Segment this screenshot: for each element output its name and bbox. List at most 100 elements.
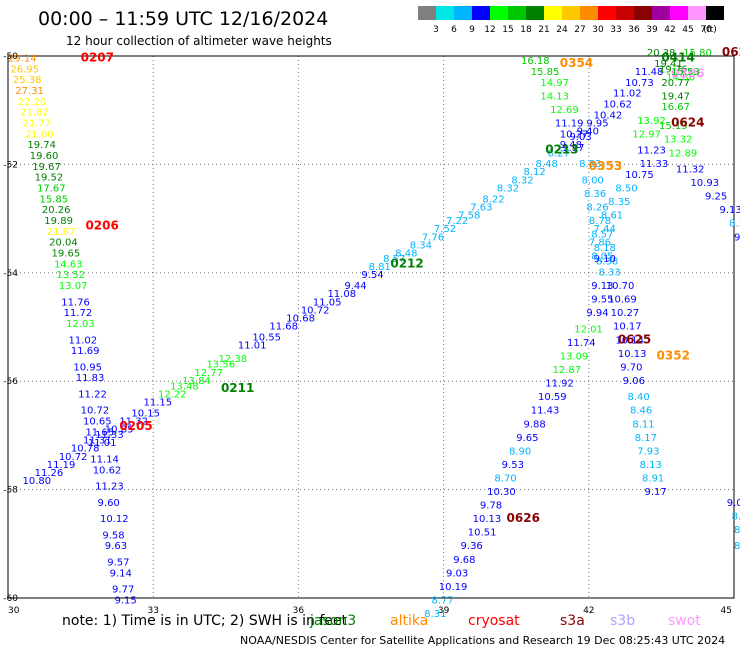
colorbar-tick-label: 33: [610, 25, 621, 35]
colorbar-swatch: [472, 6, 490, 20]
wave-height-value: 11.65: [85, 427, 114, 438]
colorbar-tick-label: 15: [502, 25, 513, 35]
wave-height-value: 9.57: [107, 557, 129, 568]
wave-height-value: 7.63: [470, 202, 492, 213]
wave-height-value: 8.81: [369, 262, 391, 273]
wave-height-value: 7.76: [422, 232, 444, 243]
wave-height-value: 15.53: [671, 67, 700, 78]
wave-height-value: 9.55: [591, 295, 613, 306]
wave-height-value: 21.77: [23, 118, 52, 129]
wave-height-value: 7.44: [594, 224, 616, 235]
wave-height-value: 9.63: [105, 541, 127, 552]
wave-height-value: 9.03: [446, 568, 468, 579]
wave-height-value: 11.69: [71, 346, 100, 357]
wave-height-value: 10.19: [439, 582, 468, 593]
wave-height-value: 19.41: [654, 59, 683, 70]
wave-height-value: 15.19: [659, 121, 688, 132]
wave-height-value: 9.36: [461, 541, 483, 552]
wave-height-value: 16.67: [661, 102, 690, 113]
wave-height-value: 29.14: [8, 53, 37, 64]
wave-height-value: 15.80: [683, 48, 712, 59]
wave-height-value: 19.74: [27, 140, 56, 151]
colorbar-tick-label: 24: [556, 25, 568, 35]
pass-time-label: 0206: [85, 218, 118, 232]
wave-height-value: 8.22: [482, 194, 504, 205]
wave-height-value: 8.13: [640, 460, 662, 471]
pass-time-label: 0205: [119, 419, 152, 433]
pass-time-label: 0207: [81, 50, 114, 64]
pass-time-label: 0354: [560, 56, 593, 70]
wave-height-value: 8.46: [630, 406, 652, 417]
colorbar-swatch: [706, 6, 724, 20]
wave-height-value: 19.52: [35, 173, 64, 184]
colorbar-tick-label: 70: [700, 25, 712, 35]
colorbar-swatch: [598, 6, 616, 20]
wave-height-value: 8.35: [608, 197, 630, 208]
wave-height-value: 10.93: [690, 178, 719, 189]
wave-height-value: 12.03: [66, 319, 95, 330]
wave-height-value: 11.02: [613, 89, 642, 100]
wave-height-value: 8.31: [424, 609, 446, 620]
pass-time-label: 0806: [671, 67, 704, 81]
x-tick-label: 30: [8, 606, 20, 616]
wave-height-value: 8.32: [511, 175, 533, 186]
wave-height-value: 11.72: [64, 308, 93, 319]
wave-height-value: 8.38: [596, 257, 618, 268]
wave-height-value: 14.63: [54, 259, 83, 270]
wave-height-value: 8.66: [732, 511, 740, 522]
wave-height-value: 8.34: [410, 240, 432, 251]
wave-height-value: 8.33: [598, 268, 620, 279]
wave-height-value: 8.18: [594, 243, 616, 254]
colorbar-swatch: [508, 6, 526, 20]
wave-height-value: 9.58: [102, 530, 124, 541]
wave-height-value: 7.93: [637, 446, 659, 457]
satellite-altika: altika: [390, 613, 429, 629]
wave-height-value: 19.76: [659, 64, 688, 75]
wave-height-value: 11.32: [676, 165, 705, 176]
wave-height-value: 9.13: [719, 205, 740, 216]
wave-height-value: 10.95: [73, 362, 102, 373]
wave-height-value: 10.72: [59, 452, 88, 463]
footer-note: note: 1) Time is in UTC; 2) SWH is in fe…: [62, 613, 348, 629]
colorbar-tick-label: 6: [451, 25, 457, 35]
wave-height-value: 12.97: [632, 129, 661, 140]
wave-height-value: 11.33: [95, 430, 124, 441]
wave-height-value: 13.48: [170, 381, 199, 392]
wave-height-value: 9.48: [560, 140, 582, 151]
pass-time-label: 0211: [221, 381, 254, 395]
wave-height-value: 26.95: [10, 64, 39, 75]
wave-height-value: 10.51: [468, 528, 497, 539]
x-tick-label: 36: [293, 606, 305, 616]
wave-height-value: 10.27: [611, 308, 640, 319]
wave-height-value: 12.87: [553, 365, 582, 376]
wave-height-value: 10.42: [594, 110, 623, 121]
wave-height-value: 11.19: [47, 460, 76, 471]
wave-height-value: 8.59: [729, 219, 740, 230]
wave-height-value: 16.18: [521, 56, 550, 67]
wave-height-value: 9.94: [586, 308, 608, 319]
wave-height-value: 11.83: [76, 373, 105, 384]
x-tick-label: 42: [583, 606, 594, 616]
wave-height-value: 9.77: [112, 585, 134, 596]
footer-credit: NOAA/NESDIS Center for Satellite Applica…: [240, 634, 726, 647]
y-tick-label: -54: [3, 269, 18, 279]
wave-height-value: 13.52: [56, 270, 85, 281]
wave-height-value: 8.77: [432, 595, 454, 606]
wave-height-value: 8.27: [548, 148, 570, 159]
wave-height-value: 10.75: [625, 170, 654, 181]
colorbar-swatch: [634, 6, 652, 20]
wave-height-value: 9.09: [727, 498, 740, 509]
wave-height-value: 15.85: [531, 67, 560, 78]
satellite-swot: swot: [668, 613, 701, 629]
wave-height-value: 20.04: [49, 238, 78, 249]
y-tick-label: -60: [3, 594, 18, 604]
wave-height-value: 11.14: [90, 455, 119, 466]
colorbar-swatch: [418, 6, 436, 20]
wave-height-value: 10.17: [613, 322, 642, 333]
wave-height-value: 10.72: [301, 305, 330, 316]
wave-height-value: 11.23: [637, 146, 666, 157]
y-tick-label: -50: [3, 52, 18, 62]
chart-subtitle: 12 hour collection of altimeter wave hei…: [66, 34, 332, 48]
wave-height-value: 10.55: [252, 333, 281, 344]
wave-height-value: 11.43: [531, 406, 560, 417]
